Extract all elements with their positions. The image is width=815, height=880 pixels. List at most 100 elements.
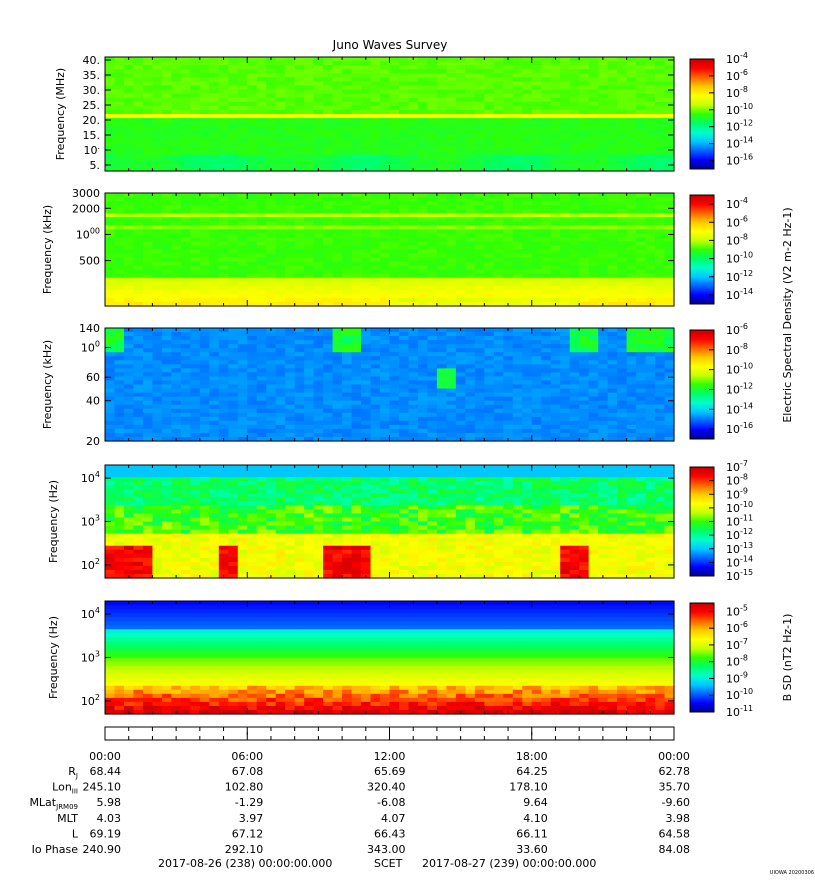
heatmap-cell — [190, 213, 201, 218]
heatmap-cell — [361, 225, 372, 230]
heatmap-cell — [541, 269, 552, 275]
heatmap-cell — [313, 81, 324, 87]
heatmap-cell — [361, 245, 372, 251]
heatmap-cell — [209, 93, 220, 99]
heatmap-cell — [266, 352, 277, 357]
heatmap-cell — [617, 101, 628, 107]
heatmap-cell — [370, 166, 381, 172]
heatmap-cell — [607, 229, 618, 234]
heatmap-cell — [465, 269, 476, 275]
heatmap-cell — [664, 61, 675, 66]
heatmap-cell — [313, 285, 324, 291]
heatmap-cell — [123, 118, 135, 123]
heatmap-cell — [237, 81, 248, 87]
heatmap-cell — [380, 396, 391, 402]
heatmap-cell — [560, 154, 571, 160]
heatmap-cell — [550, 138, 561, 144]
heatmap-cell — [541, 109, 552, 115]
heatmap-cell — [598, 416, 609, 422]
heatmap-cell — [398, 105, 410, 111]
heatmap-cell — [190, 356, 201, 361]
heatmap-cell — [142, 85, 154, 91]
heatmap-cell — [266, 69, 277, 74]
heatmap-cell — [655, 221, 666, 226]
heatmap-cell — [161, 237, 172, 243]
heatmap-cell — [617, 134, 628, 140]
heatmap-cell — [636, 380, 647, 386]
heatmap-cell — [636, 336, 647, 341]
heatmap-cell — [304, 289, 315, 295]
heatmap-cell — [569, 213, 580, 218]
heatmap-cell — [427, 69, 438, 74]
heatmap-cell — [294, 241, 305, 247]
heatmap-cell — [588, 336, 599, 341]
heatmap-cell — [626, 265, 637, 271]
heatmap-cell — [142, 126, 154, 131]
heatmap-cell — [569, 138, 580, 144]
heatmap-cell — [105, 61, 116, 66]
heatmap-cell — [474, 126, 485, 131]
heatmap-cell — [645, 412, 656, 418]
heatmap-cell — [105, 193, 116, 198]
heatmap-cell — [598, 420, 609, 426]
heatmap-cell — [626, 360, 637, 365]
heatmap-cell — [294, 73, 305, 78]
heatmap-cell — [114, 289, 125, 295]
heatmap-cell — [323, 85, 334, 91]
heatmap-cell — [294, 81, 305, 87]
heatmap-cell — [493, 372, 504, 378]
heatmap-cell — [275, 277, 286, 283]
heatmap-cell — [275, 65, 286, 70]
heatmap-cell — [645, 380, 656, 386]
heatmap-cell — [436, 348, 447, 353]
heatmap-cell — [361, 273, 372, 279]
heatmap-cell — [237, 356, 248, 361]
heatmap-cell — [323, 229, 334, 234]
heatmap-cell — [436, 245, 447, 251]
heatmap-cell — [247, 356, 258, 361]
heatmap-cell — [237, 412, 248, 418]
heatmap-cell — [408, 81, 419, 87]
heatmap-cell — [256, 65, 267, 70]
heatmap-cell — [493, 356, 504, 361]
heatmap-cell — [161, 245, 172, 251]
heatmap-cell — [370, 229, 381, 234]
heatmap-cell — [512, 225, 523, 230]
heatmap-cell — [332, 340, 343, 345]
heatmap-cell — [436, 412, 447, 418]
heatmap-cell — [636, 81, 647, 87]
heatmap-cell — [199, 225, 210, 230]
heatmap-cell — [569, 269, 580, 275]
heatmap-cell — [304, 376, 315, 382]
heatmap-cell — [237, 400, 248, 406]
heatmap-cell — [664, 134, 675, 140]
heatmap-cell — [655, 301, 666, 307]
heatmap-cell — [436, 336, 447, 341]
heatmap-cell — [560, 109, 571, 115]
heatmap-cell — [427, 392, 438, 398]
heatmap-cell — [503, 158, 514, 164]
heatmap-cell — [664, 396, 675, 402]
heatmap-cell — [332, 201, 343, 206]
heatmap-cell — [161, 332, 172, 337]
heatmap-cell — [304, 340, 315, 345]
heatmap-cell — [465, 420, 476, 426]
heatmap-cell — [436, 388, 447, 394]
heatmap-cell — [304, 388, 315, 394]
heatmap-cell — [161, 424, 172, 430]
heatmap-cell — [512, 154, 523, 160]
heatmap-cell — [531, 126, 542, 131]
heatmap-cell — [228, 162, 239, 168]
heatmap-cell — [180, 217, 191, 222]
heatmap-cell — [408, 297, 419, 303]
heatmap-cell — [237, 241, 248, 247]
heatmap-cell — [484, 122, 495, 127]
heatmap-cell — [332, 146, 343, 152]
heatmap-cell — [607, 126, 618, 131]
heatmap-cell — [332, 380, 343, 386]
heatmap-cell — [161, 368, 172, 373]
heatmap-cell — [531, 293, 542, 299]
heatmap-cell — [133, 301, 144, 307]
heatmap-cell — [285, 69, 296, 74]
heatmap-cell — [342, 61, 353, 66]
